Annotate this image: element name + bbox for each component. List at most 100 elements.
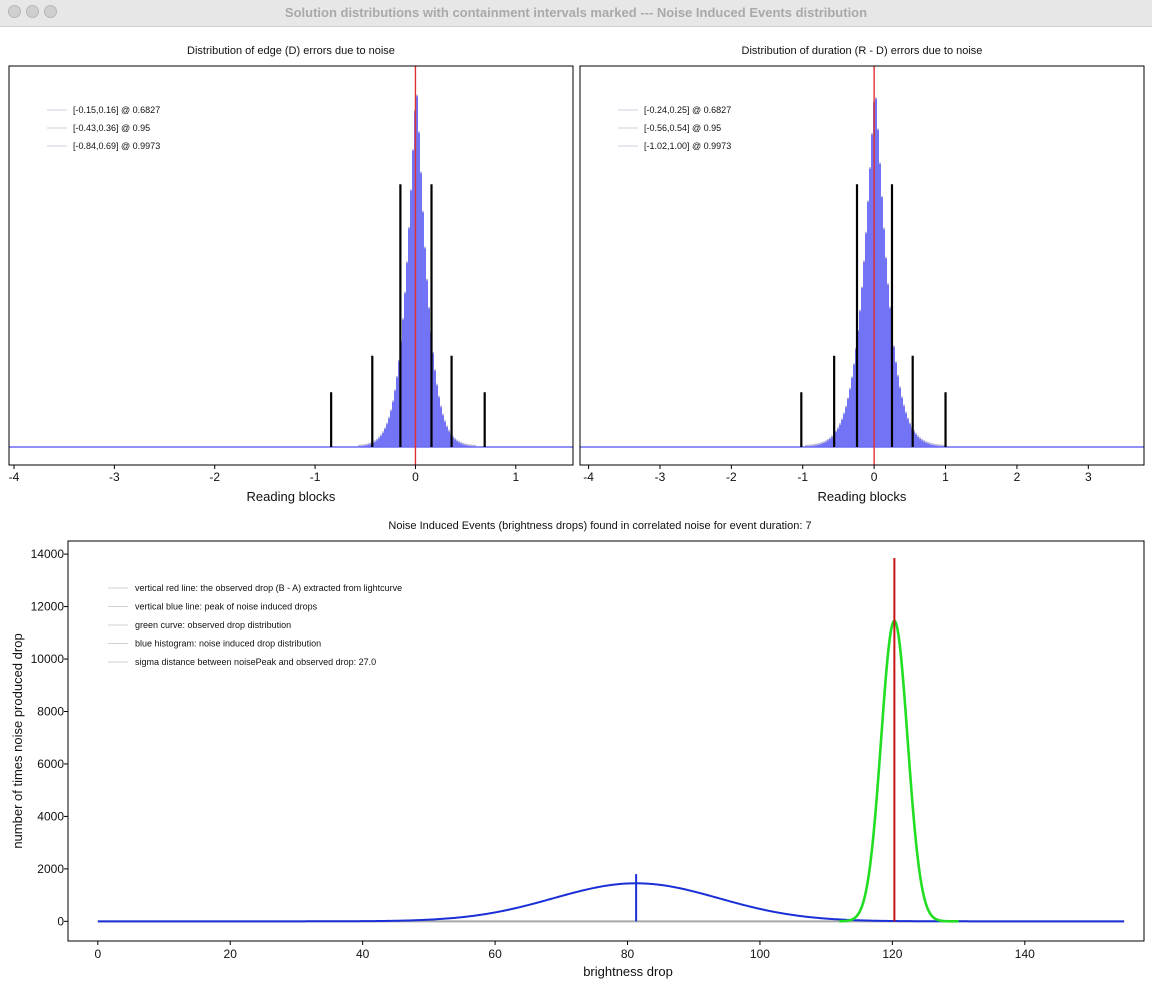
window-title: Solution distributions with containment … <box>284 5 868 20</box>
histogram-bar <box>440 407 442 447</box>
histogram-bar-edge <box>358 444 360 447</box>
legend-entry: [-0.84,0.69] @ 0.9973 <box>73 141 160 151</box>
x-axis-label: Reading blocks <box>818 489 907 504</box>
histogram-bar-edge <box>841 418 843 420</box>
histogram-bar <box>853 364 855 447</box>
histogram-bar-edge <box>881 195 883 198</box>
histogram-bar <box>935 445 937 447</box>
chart-panel-3: Noise Induced Events (brightness drops) … <box>10 520 1145 979</box>
legend-entry: vertical red line: the observed drop (B … <box>135 583 402 593</box>
histogram-bar-edge <box>895 361 897 363</box>
histogram-bar <box>869 168 871 447</box>
histogram-bar-edge <box>466 443 468 446</box>
minimize-window-icon[interactable] <box>26 5 39 18</box>
histogram-bar <box>370 443 372 447</box>
histogram-bar <box>875 98 877 447</box>
histogram-bar <box>837 428 839 447</box>
series-line-2 <box>839 619 959 923</box>
histogram-bar <box>933 445 935 447</box>
histogram-bar-edge <box>887 283 889 285</box>
histogram-bar-edge <box>827 438 829 441</box>
histogram-bar-edge <box>927 441 929 444</box>
histogram-bar-edge <box>462 442 464 445</box>
zoom-window-icon[interactable] <box>44 5 57 18</box>
histogram-bar <box>865 233 867 447</box>
x-tick-label: -4 <box>9 470 20 484</box>
histogram-bar <box>448 431 450 447</box>
histogram-bar-edge <box>454 437 456 440</box>
histogram-bar-edge <box>368 443 370 445</box>
x-tick-label: -4 <box>583 470 594 484</box>
histogram-bar-edge <box>897 374 899 377</box>
histogram-bar <box>454 439 456 447</box>
histogram-bar-edge <box>360 444 362 447</box>
histogram-bar <box>422 212 424 447</box>
histogram-bar <box>881 197 883 447</box>
histogram-bar <box>861 288 863 447</box>
chart-title: Distribution of duration (R - D) errors … <box>742 45 983 57</box>
histogram-bar <box>452 437 454 447</box>
y-tick-label: 4000 <box>37 809 64 823</box>
histogram-bar-edge <box>909 422 911 425</box>
histogram-bar-edge <box>901 396 903 398</box>
histogram-bar <box>831 437 833 447</box>
histogram-bar <box>458 442 460 447</box>
histogram-bar-edge <box>903 404 905 407</box>
histogram-bar-edge <box>899 386 901 388</box>
histogram-bar <box>909 424 911 447</box>
histogram-bar-edge <box>366 443 368 446</box>
chart-title: Distribution of edge (D) errors due to n… <box>187 45 395 57</box>
histogram-bar <box>859 311 861 447</box>
histogram-bar <box>847 398 849 447</box>
histogram-bar-edge <box>907 417 909 420</box>
histogram-bar-edge <box>378 436 380 439</box>
histogram-bar-edge <box>921 438 923 441</box>
x-tick-label: 2 <box>1014 470 1021 484</box>
histogram-bar-edge <box>823 441 825 443</box>
histogram-bar-edge <box>941 444 943 447</box>
histogram-bar-edge <box>464 443 466 445</box>
histogram-bar <box>895 362 897 447</box>
histogram-bar-edge <box>889 306 891 309</box>
histogram-bar-edge <box>935 444 937 446</box>
histogram-bar-edge <box>871 133 873 135</box>
histogram-bar-edge <box>819 442 821 445</box>
histogram-bar-edge <box>923 440 925 442</box>
x-tick-label: 120 <box>882 947 902 961</box>
histogram-bar <box>464 444 466 447</box>
close-window-icon[interactable] <box>8 5 21 18</box>
histogram-bar-edge <box>412 149 414 151</box>
histogram-bar <box>410 190 412 447</box>
histogram-bar <box>841 419 843 447</box>
legend-entry: [-0.24,0.25] @ 0.6827 <box>644 105 731 115</box>
histogram-bar-edge <box>380 434 382 436</box>
histogram-bar-edge <box>811 444 813 446</box>
x-tick-label: 0 <box>412 470 419 484</box>
histogram-bar-edge <box>398 359 400 362</box>
histogram-bar <box>388 418 390 447</box>
histogram-bar-edge <box>392 400 394 402</box>
y-axis-label: number of times noise produced drop <box>10 633 25 848</box>
histogram-bar <box>823 442 825 447</box>
histogram-bar <box>919 438 921 447</box>
histogram-bar-edge <box>815 443 817 446</box>
legend-entry: [-0.15,0.16] @ 0.6827 <box>73 105 160 115</box>
histogram-bar <box>404 293 406 447</box>
histogram-bar-edge <box>839 423 841 425</box>
histogram-bar <box>374 441 376 447</box>
histogram-bar <box>893 347 895 447</box>
histogram-bar <box>917 436 919 447</box>
x-tick-label: -2 <box>726 470 737 484</box>
histogram-bar <box>398 361 400 447</box>
histogram-bar <box>412 150 414 448</box>
y-tick-label: 0 <box>57 914 64 928</box>
histogram-bar-edge <box>937 444 939 446</box>
histogram-bars <box>358 94 476 448</box>
histogram-bar-edge <box>943 444 945 447</box>
histogram-bar-edge <box>847 397 849 399</box>
histogram-bar-edge <box>825 440 827 442</box>
histogram-bar-edge <box>448 429 450 432</box>
histogram-bar-edge <box>404 291 406 294</box>
legend-entry: blue histogram: noise induced drop distr… <box>135 639 321 649</box>
